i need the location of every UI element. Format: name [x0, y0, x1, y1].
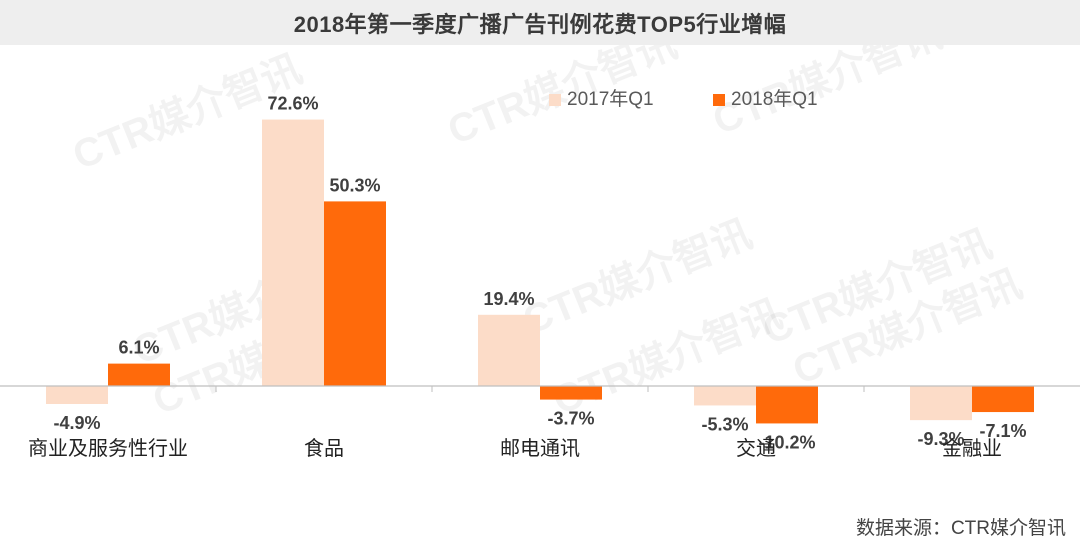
bar-2017q1-2 [478, 314, 540, 386]
data-label-2018q1-2: -3.7% [547, 409, 594, 429]
data-label-2017q1-3: -5.3% [701, 414, 748, 434]
category-label-3: 交通 [736, 437, 776, 460]
axis-layer [0, 385, 1080, 392]
legend-swatch-2018q1 [713, 94, 725, 106]
data-label-2017q1-2: 19.4% [483, 289, 534, 309]
data-label-2017q1-0: -4.9% [53, 413, 100, 433]
bar-2017q1-0 [46, 386, 108, 404]
bar-2017q1-4 [910, 386, 972, 421]
data-label-2018q1-3: -10.2% [758, 432, 815, 452]
chart-title: 2018年第一季度广播广告刊例花费TOP5行业增幅 [293, 11, 787, 37]
data-source: 数据来源：CTR媒介智讯 [855, 518, 1066, 539]
category-label-2: 邮电通讯 [500, 437, 580, 460]
category-label-1: 食品 [304, 437, 344, 460]
legend-label-2017q1: 2017年Q1 [567, 88, 654, 110]
data-label-2018q1-0: 6.1% [118, 338, 159, 358]
bar-2018q1-4 [972, 386, 1034, 413]
data-label-2017q1-4: -9.3% [917, 429, 964, 449]
category-label-4: 金融业 [942, 437, 1002, 460]
category-label-0: 商业及服务性行业 [28, 437, 188, 460]
data-label-2017q1-1: 72.6% [267, 94, 318, 114]
bar-2017q1-3 [694, 386, 756, 406]
legend: 2017年Q1 2018年Q1 [549, 88, 818, 110]
data-labels-layer: -4.9% 6.1% 商业及服务性行业 72.6% 50.3% 食品 19.4% -3.7% 邮… [28, 94, 1027, 460]
data-label-2018q1-4: -7.1% [979, 421, 1026, 441]
data-label-2018q1-1: 50.3% [329, 175, 380, 195]
title-bar: 2018年第一季度广播广告刊例花费TOP5行业增幅 [0, 0, 1080, 45]
bar-2018q1-1 [324, 201, 386, 386]
bar-2018q1-3 [756, 386, 818, 424]
bars-layer [46, 119, 1034, 424]
bar-2017q1-1 [262, 119, 324, 387]
legend-swatch-2017q1 [549, 94, 561, 106]
legend-label-2018q1: 2018年Q1 [731, 88, 818, 110]
bar-2018q1-0 [108, 363, 170, 386]
bar-2018q1-2 [540, 386, 602, 400]
